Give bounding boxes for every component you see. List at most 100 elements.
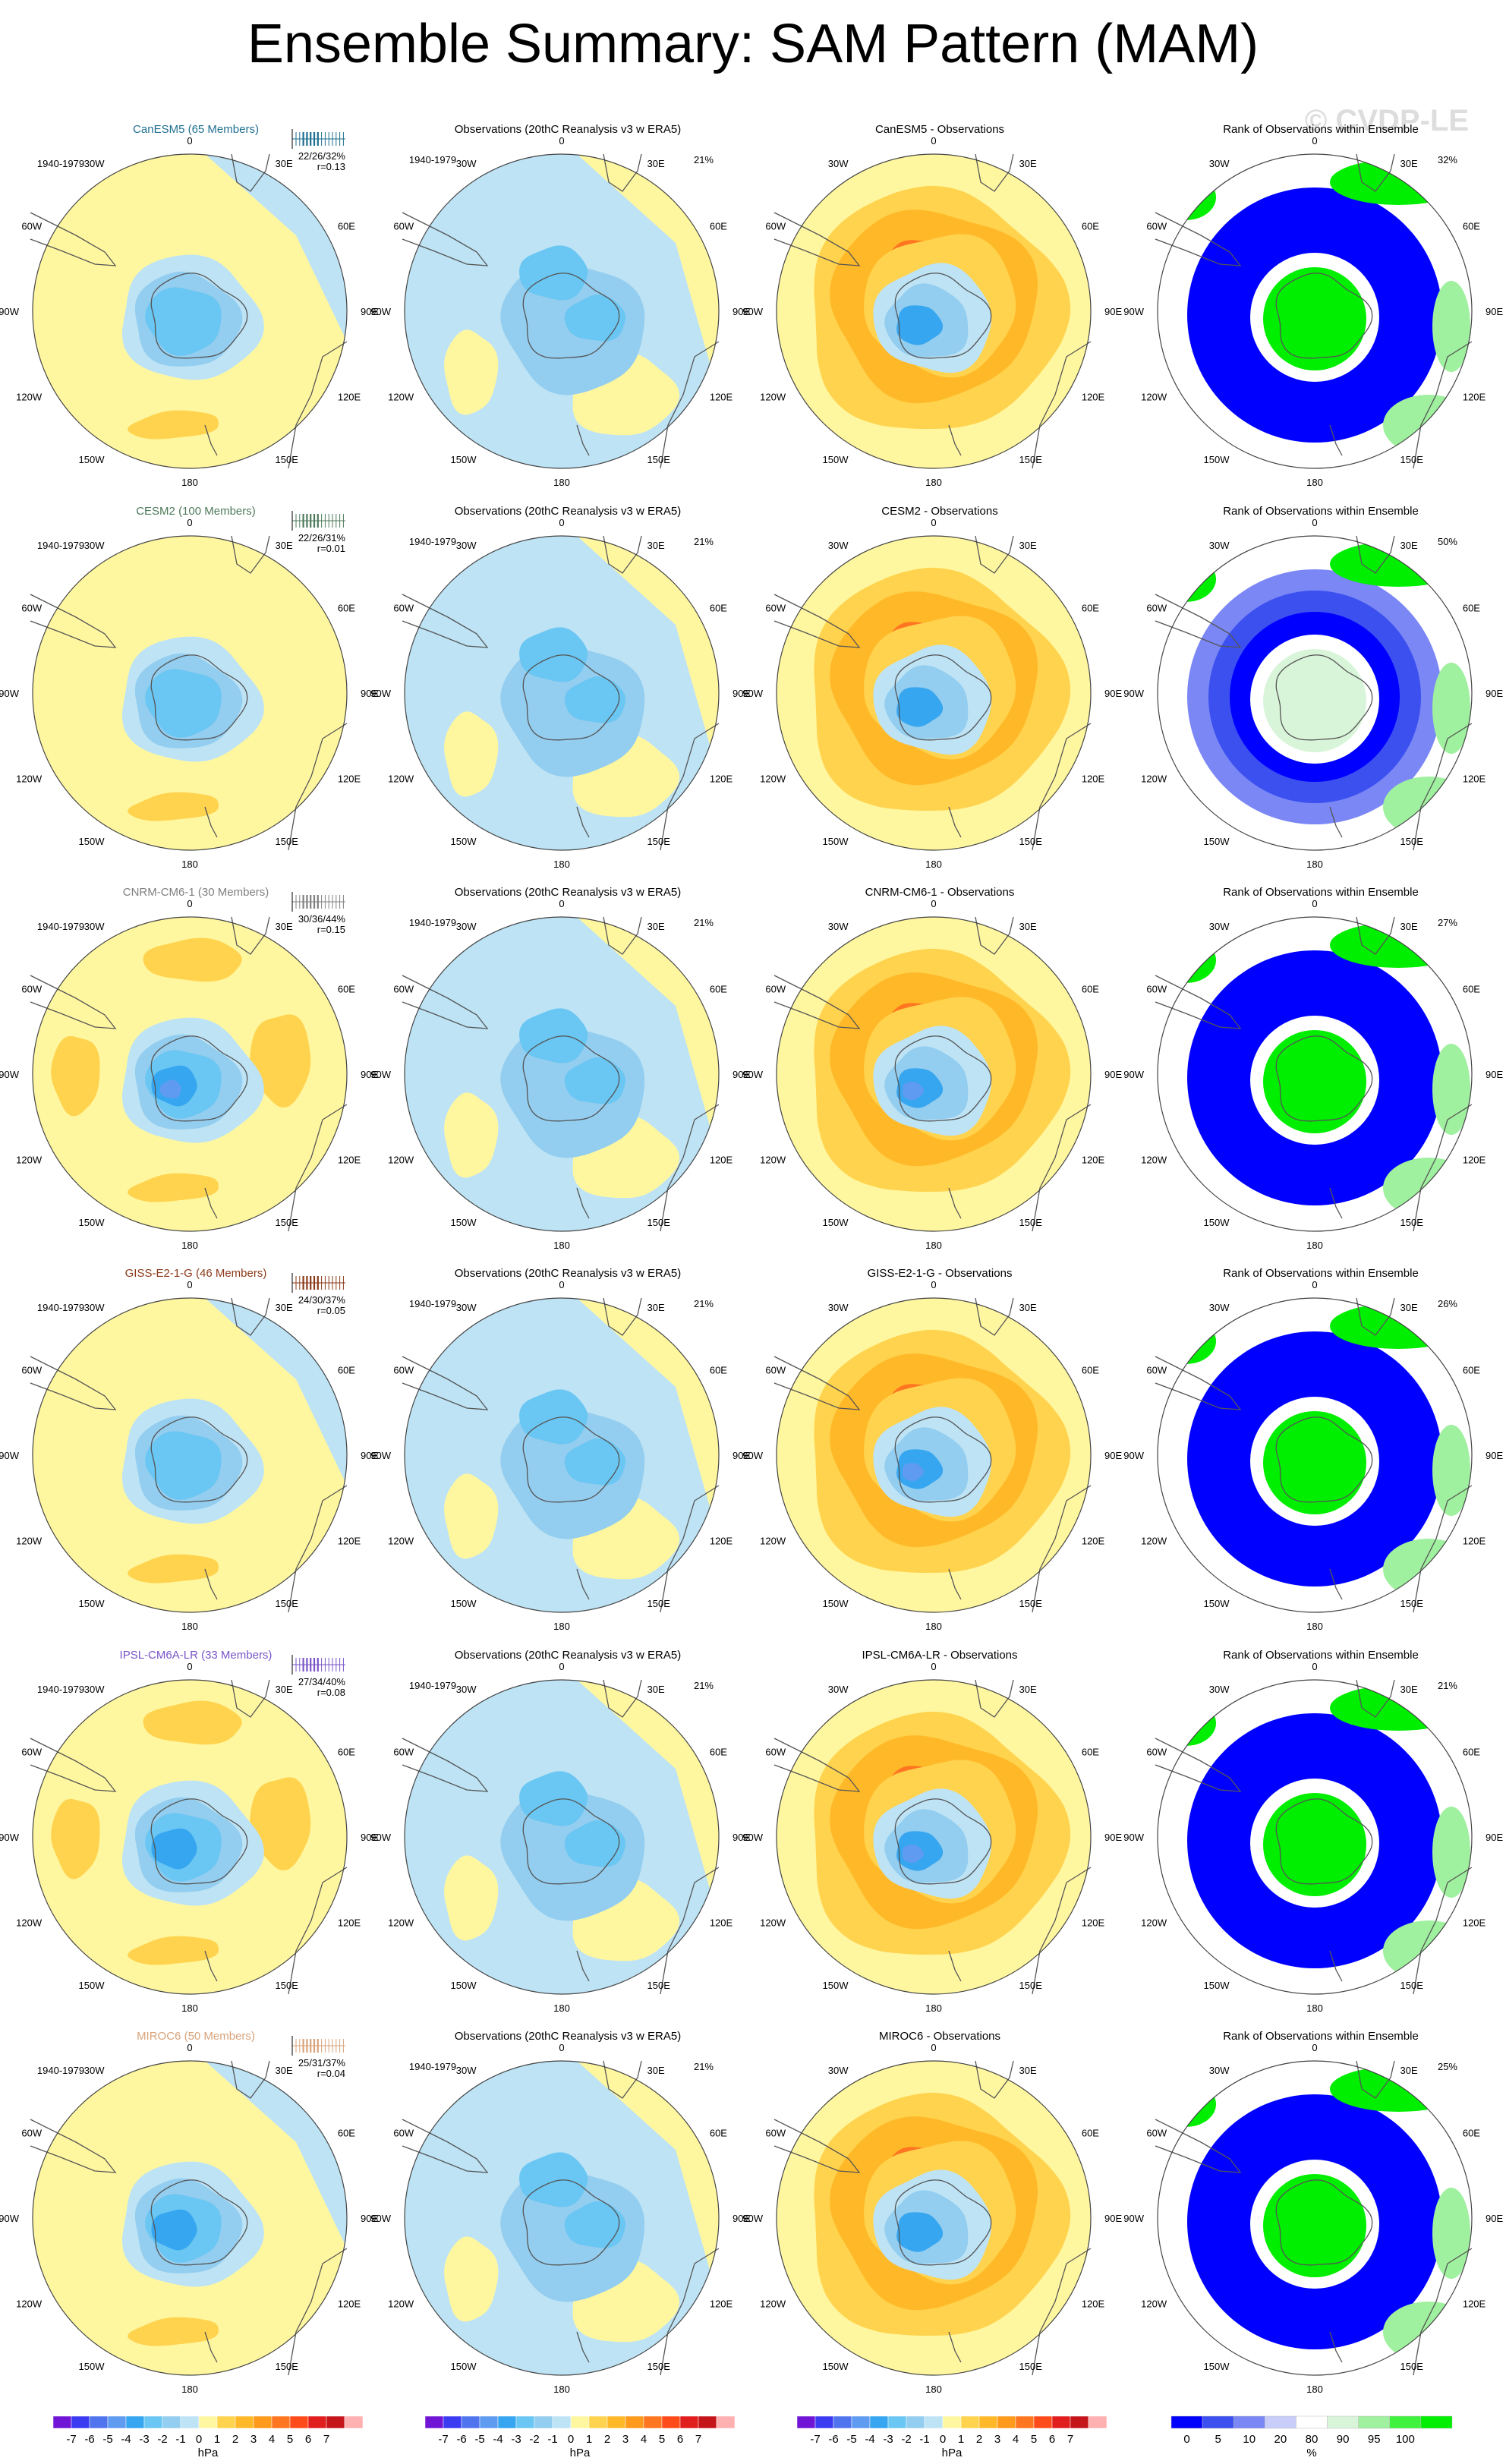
colorbar-swatch [552,2415,572,2429]
lon-label-30E: 30E [1400,1302,1418,1313]
anomaly-contour [159,1079,181,1098]
anomaly-contour [519,1771,588,1826]
map-field [814,948,1071,1193]
lon-label-30E: 30E [647,1302,665,1313]
lon-label-30E: 30E [276,158,293,169]
rank-contour [1263,2174,1366,2277]
rank-contour [1383,1158,1472,1218]
rank-panel: Rank of Observations within Ensemble 21% 0… [1123,1649,1503,2014]
colorbar-tick-label: -7 [810,2433,820,2446]
lon-label-120W: 120W [16,2299,43,2310]
anomaly-contour [564,1820,625,1867]
lon-label-90W: 90W [742,688,763,699]
lon-label-30W: 30W [828,158,849,169]
colorbar-tick-label: 100 [1396,2433,1415,2446]
lon-label-120E: 120E [1082,392,1105,403]
lon-label-120E: 120E [1463,1536,1486,1547]
lon-label-0: 0 [1312,898,1317,909]
lon-label-150W: 150W [79,836,106,847]
australia-coastline [1413,1485,1473,1613]
model-label: CESM2 (100 Members) [136,505,256,518]
anomaly-contour [902,1082,925,1101]
lon-label-0: 0 [1312,517,1317,528]
difference-model-name: CanESM5 [875,123,927,136]
lon-label-60W: 60W [393,603,414,614]
lon-label-150E: 150E [647,1598,671,1609]
new-zealand-coastline [204,2331,218,2363]
map-border [404,1679,720,1995]
period-label: 1940-1979 [409,1298,456,1309]
anomaly-contour [896,687,944,727]
period-label: 1940-1979 [37,2065,84,2076]
pattern-colorbar-1: -7 -6 -5 -4 -3 -2 -1 0 1 2 3 4 5 6 7 hPa [424,2415,736,2459]
lon-label-120W: 120W [760,1917,786,1929]
south-america-coastline [402,594,489,648]
lon-label-30E: 30E [1400,1684,1418,1695]
lon-label-120W: 120W [1141,1917,1167,1929]
rank-contour [1330,2066,1467,2112]
australia-coastline [288,341,348,469]
lon-label-60E: 60E [1082,2128,1099,2139]
lon-label-60E: 60E [710,2128,727,2139]
lon-label-90W: 90W [370,1832,391,1843]
correlation-label: r=0.05 [317,1305,345,1316]
lon-label-90E: 90E [361,1069,378,1080]
colorbar-tick-label: -2 [529,2433,539,2446]
lon-label-30E: 30E [1400,2065,1418,2076]
lon-label-0: 0 [1312,1661,1317,1672]
anomaly-contour [128,1173,219,1202]
australia-coastline [660,1867,720,1995]
anomaly-contour [564,1057,625,1104]
anomaly-contour [444,711,499,797]
lon-label-120E: 120E [338,392,361,403]
anomaly-contour [444,1473,499,1559]
lon-label-150E: 150E [647,2361,671,2372]
lon-label-180: 180 [181,1240,198,1251]
rank-colorbar: 0 5 10 20 80 90 95 100% [1170,2415,1453,2459]
colorbar-tick-label: -4 [121,2433,131,2446]
lon-label-60E: 60E [1082,984,1099,995]
map-field [444,1298,719,1580]
lon-label-60E: 60E [710,984,727,995]
africa-coastline [1356,916,1395,955]
south-america-coastline [30,1738,117,1792]
colorbar-swatch [942,2415,962,2429]
new-zealand-coastline [204,1187,218,1219]
lon-label-120E: 120E [1082,1155,1105,1166]
rank-contour [1330,922,1467,968]
map-field [814,1711,1071,1955]
lon-label-60W: 60W [765,603,786,614]
africa-coastline [975,2060,1014,2099]
lon-label-30W: 30W [84,1302,105,1313]
australia-coastline [1413,341,1473,469]
lon-label-180: 180 [925,2384,942,2395]
rank-panel: Rank of Observations within Ensemble 27% 0… [1123,886,1503,1251]
lon-label-60W: 60W [393,2128,414,2139]
australia-coastline [660,1485,720,1613]
anomaly-contour [902,1845,925,1864]
anomaly-contour [564,295,625,342]
anomaly-contour [519,2152,588,2207]
model-label: GISS-E2-1-G (46 Members) [125,1267,267,1280]
model-panel: CanESM5 (65 Members) 1940-1979 22/26/32%r=… [0,123,378,488]
period-label: 1940-1979 [409,154,456,165]
australia-coastline [660,1104,720,1232]
map-field [121,636,264,821]
lon-label-120E: 120E [710,1155,733,1166]
map-border [404,1297,720,1613]
lon-label-60E: 60E [1082,221,1099,232]
africa-coastline [975,916,1014,955]
map-field [814,1329,1071,1574]
lon-label-150E: 150E [1019,836,1043,847]
colorbar-tick-label: -2 [157,2433,167,2446]
anomaly-contour [444,2236,499,2322]
colorbar-tick-label: 2 [232,2433,238,2446]
lon-label-90E: 90E [1486,2213,1503,2224]
lon-label-30E: 30E [1400,540,1418,551]
lon-label-120E: 120E [1463,392,1486,403]
lon-label-60W: 60W [393,221,414,232]
lon-label-180: 180 [1306,477,1323,488]
lon-label-90E: 90E [1104,688,1122,699]
